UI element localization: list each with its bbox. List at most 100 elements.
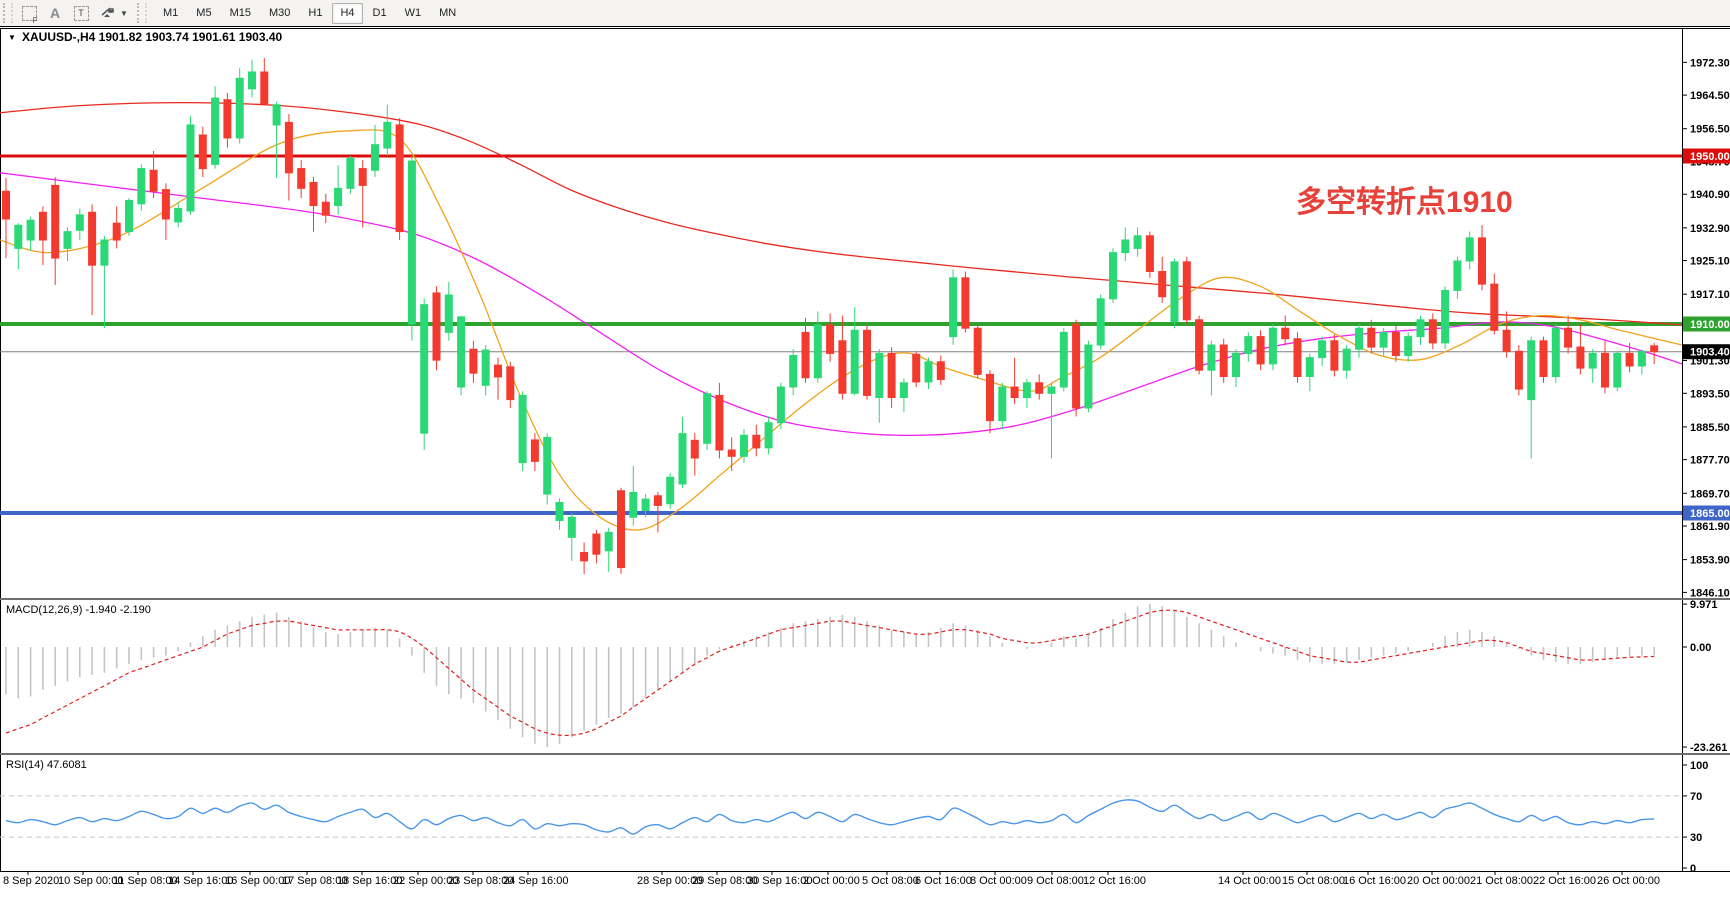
symbol-dropdown-icon[interactable]: ▼ bbox=[8, 33, 16, 42]
candle-body bbox=[1527, 340, 1536, 401]
rsi-pane[interactable] bbox=[0, 795, 1682, 838]
time-tick-label: 11 Sep 08:00 bbox=[113, 875, 178, 887]
candle-body bbox=[432, 292, 441, 361]
macd-label: MACD(12,26,9) -1.940 -2.190 bbox=[6, 604, 151, 616]
price-axis[interactable]: 1972.301964.501956.501948.701940.901932.… bbox=[1682, 28, 1730, 875]
toolbar-grip[interactable] bbox=[3, 3, 13, 23]
time-tick-label: 28 Sep 00:00 bbox=[637, 875, 702, 887]
price-badge-1910.00 bbox=[1683, 316, 1730, 332]
ma-magenta-line bbox=[0, 172, 1682, 437]
candle-body bbox=[371, 144, 379, 171]
candle-body bbox=[297, 168, 306, 189]
candle-body bbox=[592, 533, 601, 555]
text-box-button[interactable]: T bbox=[68, 2, 94, 24]
time-tick-label: 14 Oct 00:00 bbox=[1218, 875, 1281, 887]
candle-body bbox=[174, 208, 183, 223]
timeframe-h4[interactable]: H4 bbox=[332, 2, 363, 24]
candle-body bbox=[961, 277, 970, 329]
price-tick-label: 1885.50 bbox=[1690, 422, 1730, 434]
price-badge-1950.00 bbox=[1683, 148, 1730, 164]
candle-body bbox=[1281, 327, 1290, 340]
candle-body bbox=[1453, 260, 1462, 291]
candle-body bbox=[506, 366, 515, 401]
candle-body bbox=[1514, 350, 1523, 390]
candle-body bbox=[1355, 327, 1363, 350]
timeframe-w1[interactable]: W1 bbox=[404, 6, 422, 19]
chart-svg[interactable]: 多空转折点1910 ▼ XAUUSD-,H4 1901.82 1903.74 190… bbox=[0, 28, 1730, 894]
macd-pane[interactable] bbox=[5, 604, 1655, 748]
timeframe-m30[interactable]: M30 bbox=[268, 6, 291, 19]
candle-body bbox=[1490, 283, 1499, 331]
candle-body bbox=[309, 181, 318, 207]
candle-body bbox=[813, 324, 822, 379]
price-badge-text: 1910.00 bbox=[1690, 319, 1730, 331]
main-pane[interactable] bbox=[0, 58, 1682, 574]
price-tick-label: 1932.90 bbox=[1690, 223, 1730, 235]
cycle-arrows-button[interactable]: ▼ bbox=[94, 2, 134, 24]
candle-body bbox=[1379, 331, 1388, 348]
timeframe-h1[interactable]: H1 bbox=[308, 6, 323, 19]
candle-body bbox=[407, 160, 416, 325]
time-tick-label: 16 Oct 16:00 bbox=[1343, 875, 1406, 887]
price-tick-label: 1877.70 bbox=[1690, 455, 1730, 467]
candle-body bbox=[14, 224, 23, 249]
macd-tick-label: 9.971 bbox=[1690, 599, 1718, 611]
price-tick-label: 1846.10 bbox=[1690, 587, 1730, 599]
candle-body bbox=[469, 348, 478, 374]
candle-body bbox=[1158, 271, 1167, 298]
time-tick-label: 20 Oct 00:00 bbox=[1407, 875, 1470, 887]
candle-body bbox=[1367, 327, 1376, 348]
candle-body bbox=[518, 394, 527, 464]
candle-body bbox=[1232, 352, 1240, 377]
price-badge-text: 1903.40 bbox=[1690, 347, 1730, 359]
candle-body bbox=[1551, 327, 1560, 378]
separator-main-macd[interactable] bbox=[0, 598, 1730, 600]
text-a-icon: A bbox=[49, 5, 61, 21]
candle-body bbox=[1133, 235, 1142, 249]
candle-body bbox=[789, 355, 798, 388]
candle-body bbox=[604, 531, 613, 552]
timeframe-m5[interactable]: M5 bbox=[196, 6, 212, 19]
price-tick-label: 1893.50 bbox=[1690, 388, 1730, 400]
candle-body bbox=[727, 449, 736, 457]
price-tick-label: 1964.50 bbox=[1690, 90, 1730, 102]
candle-body bbox=[481, 349, 490, 386]
candle-body bbox=[260, 71, 269, 104]
candle-body bbox=[703, 393, 712, 444]
rsi-label: RSI(14) 47.6081 bbox=[6, 759, 87, 771]
price-badge-1903.40 bbox=[1683, 344, 1730, 360]
timeframe-mn[interactable]: MN bbox=[439, 6, 457, 19]
candle-body bbox=[1465, 237, 1474, 262]
toolbar-separator-grip[interactable] bbox=[137, 3, 147, 23]
candle-body bbox=[112, 222, 121, 241]
candle-body bbox=[1207, 344, 1216, 371]
time-tick-label: 23 Sep 08:00 bbox=[448, 875, 513, 887]
price-tick-label: 1917.10 bbox=[1690, 289, 1730, 301]
candle-body bbox=[1342, 348, 1351, 371]
timeframe-d1[interactable]: D1 bbox=[372, 6, 387, 19]
candle-body bbox=[1022, 382, 1031, 398]
candle-body bbox=[666, 476, 675, 505]
candle-body bbox=[1601, 352, 1609, 388]
format-frame-button[interactable]: F bbox=[16, 2, 42, 25]
timeframe-m15[interactable]: M15 bbox=[229, 6, 251, 19]
candle-body bbox=[899, 382, 908, 398]
candle-body bbox=[248, 71, 256, 90]
candle-body bbox=[1256, 336, 1265, 365]
text-label-button[interactable]: A bbox=[42, 2, 68, 24]
time-tick-label: 24 Sep 16:00 bbox=[503, 875, 568, 887]
candle-body bbox=[543, 436, 552, 495]
price-badge-1865.00 bbox=[1683, 505, 1730, 521]
chart-area[interactable]: 多空转折点1910 ▼ XAUUSD-,H4 1901.82 1903.74 190… bbox=[0, 28, 1730, 894]
candle-body bbox=[555, 502, 564, 522]
time-tick-label: 9 Oct 08:00 bbox=[1027, 875, 1084, 887]
candle-body bbox=[1010, 386, 1019, 398]
separator-macd-rsi[interactable] bbox=[0, 753, 1730, 755]
candle-body bbox=[88, 211, 97, 266]
candle-body bbox=[1441, 289, 1450, 344]
candle-body bbox=[641, 498, 650, 511]
timeframe-m1[interactable]: M1 bbox=[163, 6, 179, 19]
price-tick-label: 1956.50 bbox=[1690, 124, 1730, 136]
candle-body bbox=[1564, 327, 1573, 348]
